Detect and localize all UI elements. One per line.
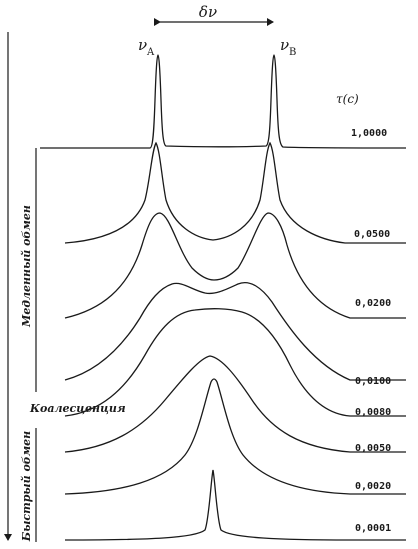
spectrum-trace-5 <box>64 308 406 417</box>
spectrum-trace-7 <box>64 378 406 495</box>
tau-value-8: 0,0001 <box>355 523 391 534</box>
spectrum-trace-2 <box>64 141 406 244</box>
spectrum-trace-1 <box>40 54 407 149</box>
slow-exchange-label: Медленный обмен <box>20 205 33 328</box>
tau-header: τ(c) <box>336 92 359 106</box>
spectrum-trace-4 <box>64 282 406 381</box>
fast-exchange-label: Быстрый обмен <box>20 431 33 542</box>
tau-value-7: 0,0020 <box>355 481 391 492</box>
nu-a-label: ν <box>138 36 147 54</box>
spectrum-trace-8 <box>64 469 406 541</box>
tau-value-3: 0,0200 <box>355 298 391 309</box>
tau-value-4: 0,0100 <box>355 376 391 387</box>
tau-value-1: 1,0000 <box>351 128 387 139</box>
tau-value-2: 0,0500 <box>354 229 390 240</box>
nu-b-subscript: B <box>289 47 296 58</box>
nu-a-subscript: A <box>146 47 155 58</box>
coalescence-label: Коалесценция <box>29 402 126 415</box>
spectrum-trace-6 <box>64 355 406 453</box>
tau-value-6: 0,0050 <box>355 443 391 454</box>
nu-b-label: ν <box>280 36 289 54</box>
spectrum-trace-3 <box>64 212 406 319</box>
delta-nu-label: δν <box>199 3 217 21</box>
tau-value-5: 0,0080 <box>355 407 391 418</box>
